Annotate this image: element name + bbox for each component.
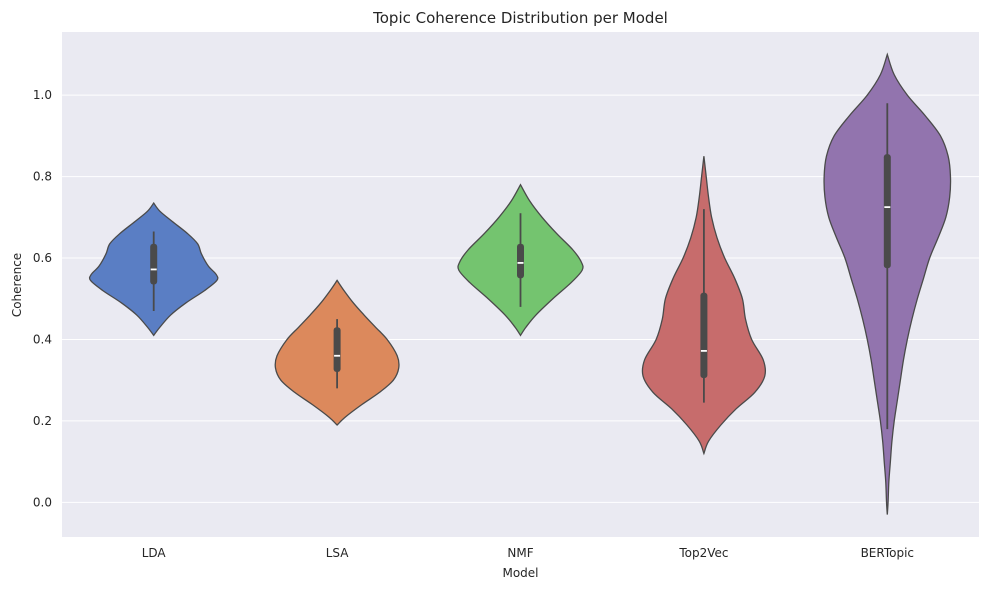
y-tick-label: 0.8 (33, 170, 52, 184)
y-tick-labels: 0.0 0.2 0.4 0.6 0.8 1.0 (33, 88, 52, 509)
x-tick-labels: LDA LSA NMF Top2Vec BERTopic (142, 546, 914, 560)
x-tick-label: LDA (142, 546, 167, 560)
iqr-box-lda (150, 243, 158, 285)
x-tick-label: NMF (507, 546, 533, 560)
inner-boxes (150, 103, 891, 430)
x-axis-label: Model (502, 566, 538, 580)
y-tick-label: 1.0 (33, 88, 52, 102)
x-tick-label: BERTopic (861, 546, 914, 560)
chart-title: Topic Coherence Distribution per Model (372, 9, 668, 27)
iqr-box-bertopic (883, 154, 891, 269)
y-tick-label: 0.6 (33, 251, 52, 265)
y-tick-label: 0.2 (33, 414, 52, 428)
x-tick-label: LSA (326, 546, 350, 560)
y-axis-label: Coherence (10, 253, 24, 317)
y-tick-label: 0.0 (33, 495, 52, 509)
iqr-box-top2vec (700, 292, 708, 379)
y-tick-label: 0.4 (33, 332, 52, 346)
iqr-box-lsa (333, 327, 341, 373)
x-tick-label: Top2Vec (678, 546, 728, 560)
iqr-box-nmf (517, 243, 524, 279)
